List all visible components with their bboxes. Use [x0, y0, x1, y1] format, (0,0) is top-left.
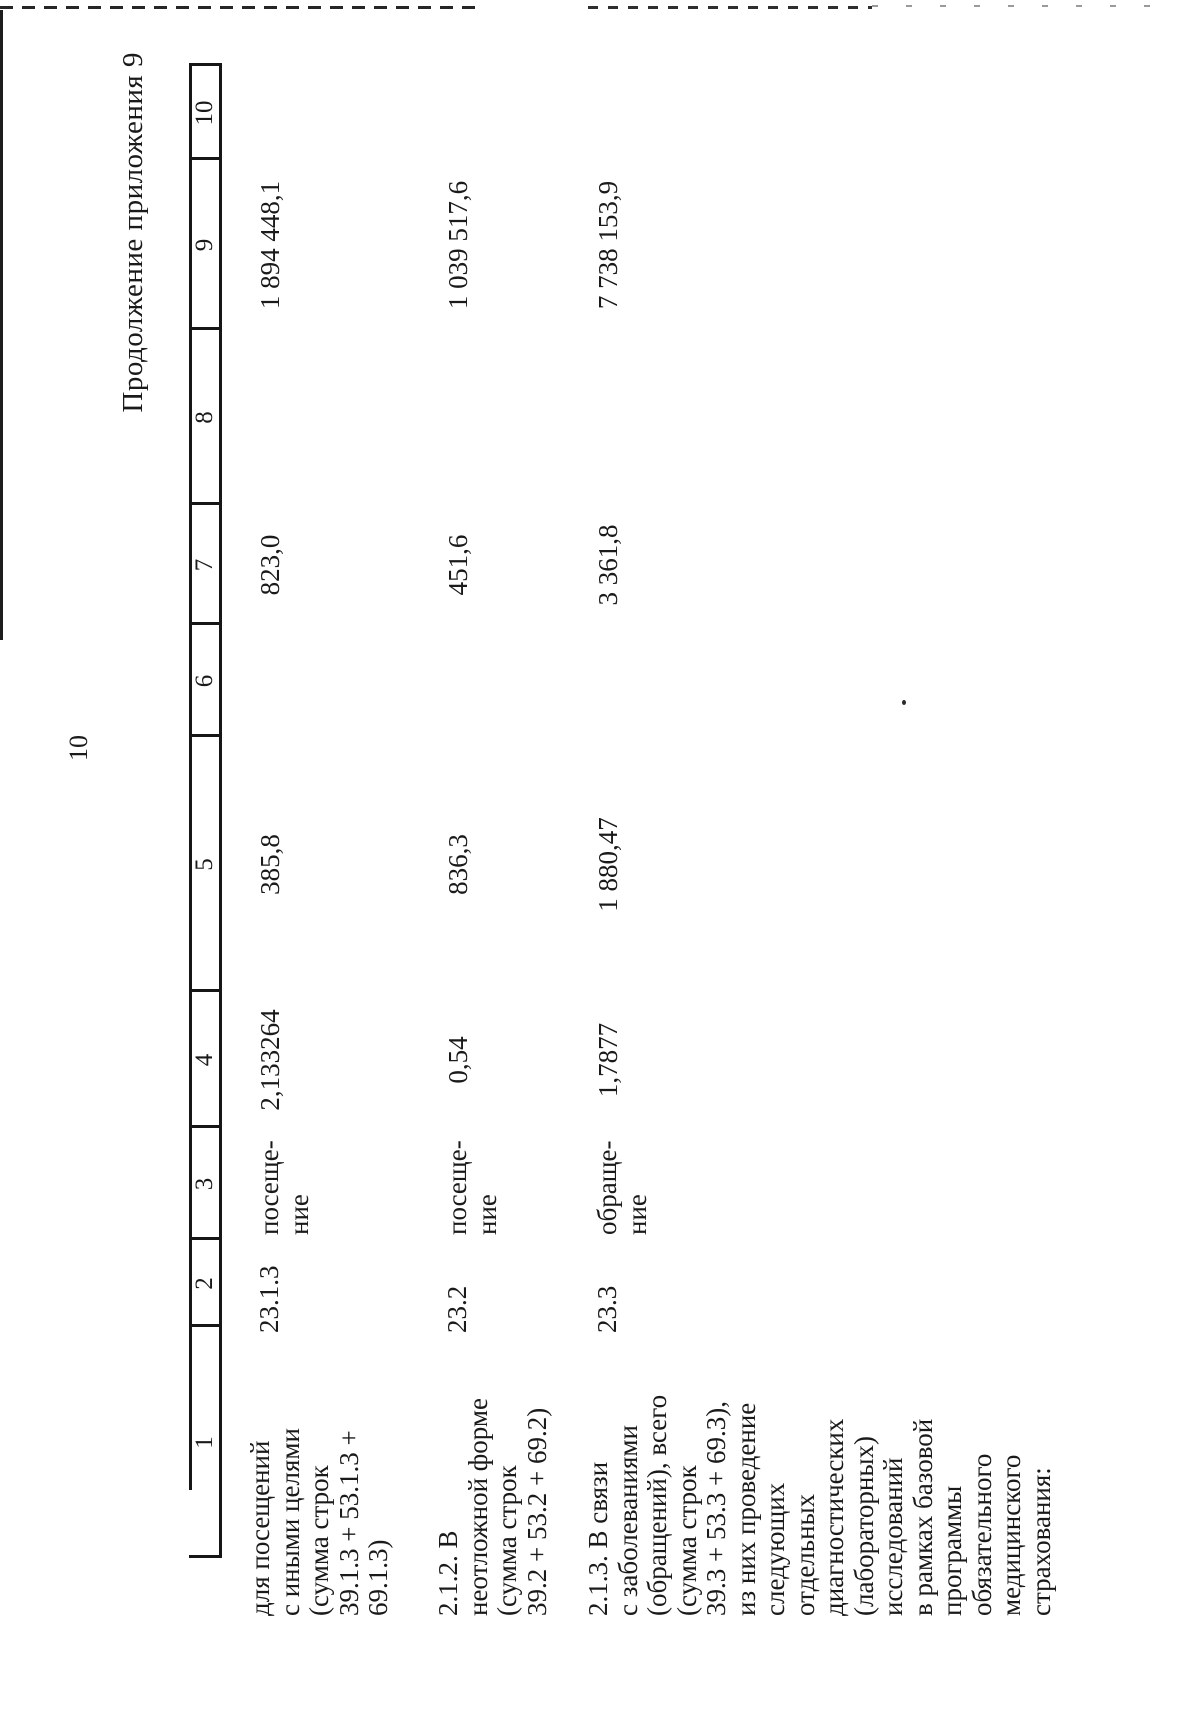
cell-value-col7: 823,0	[255, 534, 285, 596]
column-number-9: 9	[191, 238, 218, 252]
cell-value-col5: 385,8	[255, 834, 285, 895]
scan-speck-artifact	[902, 700, 906, 705]
row-label-line: из них проведение	[730, 1402, 761, 1616]
row-label-line: 2.1.2. В	[433, 1530, 463, 1616]
unit-label-line: ние	[471, 1194, 502, 1235]
column-number-8: 8	[191, 411, 218, 424]
row-label-line: (сумма строк	[492, 1465, 522, 1616]
row-label-line: (обращений), всего	[642, 1394, 672, 1616]
cell-value-col7: 3 361,8	[593, 524, 623, 606]
unit-label: посеще- ние	[442, 1125, 502, 1235]
row-label-line: диагностических	[819, 1418, 849, 1616]
column-number-3: 3	[191, 1177, 218, 1191]
row-label-line: (сумма строк	[304, 1465, 334, 1616]
row-label-line: страхования:	[1025, 1467, 1056, 1616]
row-label-line: исследований	[878, 1457, 908, 1616]
cell-value-col4: 2,133264	[255, 1009, 285, 1111]
row-label-line: с иными целями	[274, 1428, 305, 1616]
row-label-line: в рамках базовой	[907, 1418, 938, 1616]
row-label-line: 39.3 + 53.3 + 69.3),	[701, 1401, 731, 1616]
column-number-6: 6	[191, 674, 218, 688]
column-number-7: 7	[191, 558, 218, 572]
row-label-line: отдельных	[789, 1493, 820, 1616]
scan-edge-artifact	[0, 10, 3, 640]
unit-label: посеще- ние	[254, 1125, 314, 1235]
row-label-line: неотложной форме	[462, 1398, 493, 1616]
appendix-title: Продолжение приложения 9	[117, 52, 149, 413]
cell-value-col9: 1 894 448,1	[255, 180, 285, 310]
cell-value-col5: 1 880,47	[593, 817, 623, 912]
cell-value-col5: 836,3	[443, 834, 473, 895]
unit-label-line: посеще-	[442, 1140, 472, 1235]
column-number-1: 1	[191, 1436, 218, 1449]
column-number-10: 10	[191, 100, 218, 126]
row-label: 2.1.3. В связи с заболеваниями (обращени…	[583, 1324, 1056, 1616]
row-label-line: (сумма строк	[671, 1465, 702, 1616]
cell-value-col9: 7 738 153,9	[593, 180, 623, 310]
row-label-line: обязательного	[966, 1453, 997, 1616]
cell-value-col4: 0,54	[443, 1036, 473, 1084]
row-label-line: медицинского	[996, 1454, 1026, 1616]
cell-value-col4: 1,7877	[593, 1022, 623, 1098]
column-number-4: 4	[191, 1053, 218, 1067]
row-code: 23.1.3	[254, 1265, 284, 1334]
row-label-line: 39.1.3 + 53.1.3 +	[333, 1430, 364, 1616]
row-label-line: 2.1.3. В связи	[583, 1461, 613, 1616]
row-label-line: программы	[937, 1485, 967, 1616]
scan-edge-artifact	[0, 6, 480, 9]
row-label-line: 69.1.3)	[363, 1539, 393, 1617]
row-code: 23.2	[442, 1285, 472, 1333]
row-label-line: следующих	[760, 1482, 790, 1616]
column-number-5: 5	[191, 858, 218, 871]
column-number-2: 2	[191, 1277, 218, 1290]
unit-label-line: обраще-	[592, 1140, 622, 1236]
page-number: 10	[64, 735, 93, 761]
unit-label: обраще- ние	[592, 1125, 652, 1236]
unit-label-line: ние	[283, 1194, 314, 1235]
row-label-line: 39.2 + 53.2 + 69.2)	[521, 1407, 552, 1616]
scan-edge-artifact	[872, 5, 1152, 7]
cell-value-col7: 451,6	[443, 534, 473, 596]
row-code: 23.3	[592, 1285, 622, 1333]
row-label: 2.1.2. В неотложной форме (сумма строк 3…	[433, 1324, 552, 1616]
row-label-line: для посещений	[245, 1440, 275, 1616]
band-bottom-border	[219, 63, 222, 1558]
cell-value-col9: 1 039 517,6	[443, 180, 473, 310]
row-label-line: с заболеваниями	[612, 1425, 643, 1616]
unit-label-line: посеще-	[254, 1140, 284, 1235]
unit-label-line: ние	[621, 1194, 652, 1235]
row-label-line: (лабораторных)	[848, 1436, 879, 1616]
row-label: для посещений с иными целями (сумма стро…	[245, 1324, 394, 1617]
scan-edge-artifact	[588, 6, 872, 9]
